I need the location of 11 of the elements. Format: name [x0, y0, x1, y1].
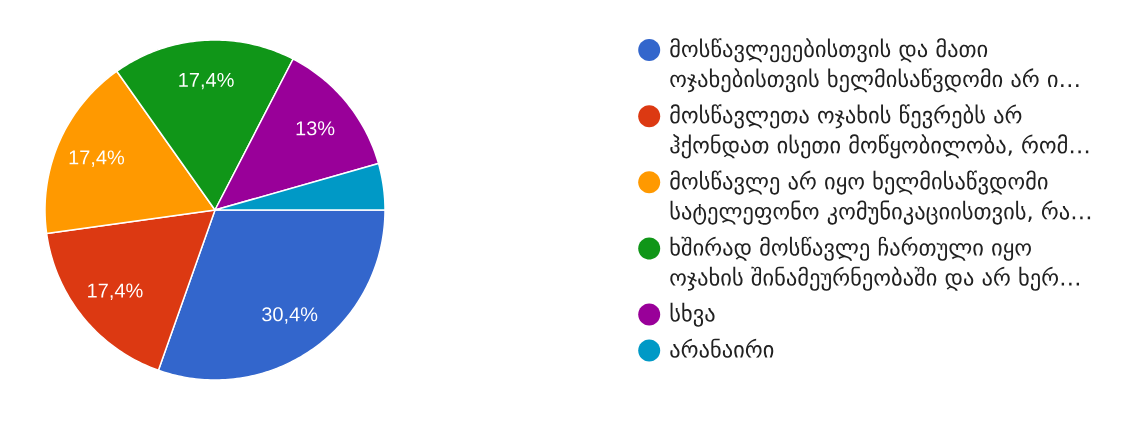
- legend-label: მოსწავლე არ იყო ხელმისაწვდომი სატელეფონო კომუნიკაციისთვის, რა…: [670, 170, 1091, 225]
- legend-label: სხვა: [670, 302, 715, 327]
- data-label: 17,4%: [88, 283, 143, 300]
- data-label: 17,4%: [179, 72, 234, 90]
- legend-label: მოსწავლეთა ოჯახის წევრებს არ ჰქონდათ ისეთი მოწყობილობა, რომ…: [670, 104, 1089, 159]
- data-label: 17,4%: [69, 150, 125, 167]
- data-label: 30,4%: [262, 307, 318, 324]
- legend-label: მოსწავლეეებისთვის და მათი ოჯახებისთვის ხელმისაწვდომი არ ი…: [670, 38, 1079, 93]
- legend-label: არანაირი: [670, 338, 774, 358]
- data-label: 13%: [296, 121, 335, 136]
- legend-label: ხშირად მოსწავლე ჩართული იყო ოჯახის შინამეურნეობაში და არ ხერ…: [670, 236, 1080, 291]
